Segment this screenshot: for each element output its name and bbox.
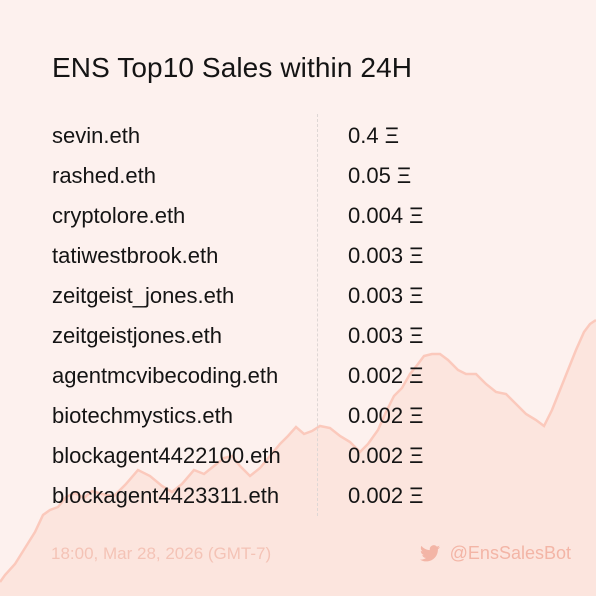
list-item: sevin.eth 0.4 Ξ [52,116,572,156]
list-item: tatiwestbrook.eth 0.003 Ξ [52,236,572,276]
twitter-bird-icon [419,545,440,562]
ens-name: rashed.eth [52,163,156,188]
ens-name: agentmcvibecoding.eth [52,363,279,388]
timestamp: 18:00, Mar 28, 2026 (GMT-7) [51,544,272,563]
sale-price: 0.003 Ξ [348,243,424,268]
sale-price: 0.002 Ξ [348,403,424,428]
ens-name: sevin.eth [52,123,141,148]
sale-price: 0.002 Ξ [348,443,424,468]
sale-price: 0.004 Ξ [348,203,424,228]
list-item: blockagent4423311.eth 0.002 Ξ [52,476,572,516]
column-divider [317,114,318,516]
list-item: zeitgeist_jones.eth 0.003 Ξ [52,276,572,316]
sale-price: 0.4 Ξ [348,123,399,148]
sale-price: 0.002 Ξ [348,363,424,388]
sale-price: 0.003 Ξ [348,323,424,348]
trend-line [0,318,596,583]
trend-area [0,320,596,596]
ens-name: cryptolore.eth [52,203,186,228]
ens-name: biotechmystics.eth [52,403,233,428]
list-item: blockagent4422100.eth 0.002 Ξ [52,436,572,476]
sale-price: 0.003 Ξ [348,283,424,308]
list-item: biotechmystics.eth 0.002 Ξ [52,396,572,436]
ens-name: blockagent4423311.eth [52,483,280,508]
list-item: rashed.eth 0.05 Ξ [52,156,572,196]
handle-text: @EnsSalesBot [449,543,571,563]
twitter-handle-link[interactable]: @EnsSalesBot [419,543,571,564]
ens-name: zeitgeistjones.eth [52,323,222,348]
sale-price: 0.002 Ξ [348,483,424,508]
ens-name: blockagent4422100.eth [52,443,281,468]
page-title: ENS Top10 Sales within 24H [52,52,413,83]
list-item: zeitgeistjones.eth 0.003 Ξ [52,316,572,356]
ens-name: zeitgeist_jones.eth [52,283,235,308]
list-item: agentmcvibecoding.eth 0.002 Ξ [52,356,572,396]
ens-name: tatiwestbrook.eth [52,243,219,268]
sale-price: 0.05 Ξ [348,163,412,188]
list-item: cryptolore.eth 0.004 Ξ [52,196,572,236]
